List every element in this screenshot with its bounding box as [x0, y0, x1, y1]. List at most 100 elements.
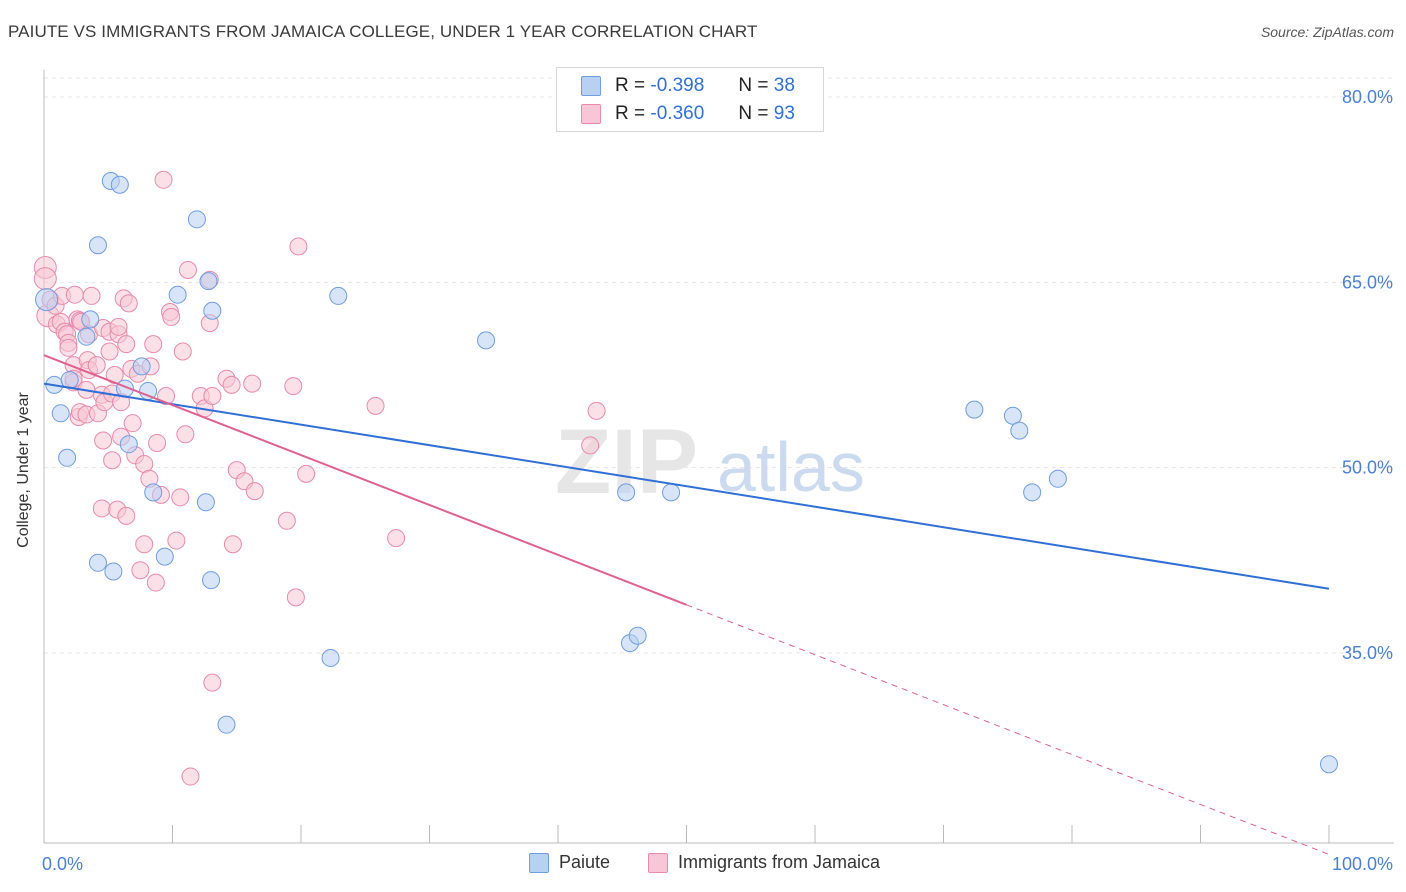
- jamaica-point: [243, 374, 262, 393]
- jamaica-point: [171, 488, 190, 507]
- watermark: ZIP atlas: [555, 411, 865, 513]
- legend-n-value-jamaica: 93: [773, 103, 795, 124]
- jamaica-point: [144, 335, 163, 354]
- jamaica-point: [65, 285, 84, 304]
- x-tick-label-max: 100.0%: [1332, 854, 1393, 874]
- paiute-point: [1048, 469, 1067, 488]
- paiute-point: [203, 301, 222, 320]
- paiute-point: [51, 404, 70, 423]
- y-tick-label: 35.0%: [1342, 643, 1393, 663]
- y-tick-label: 65.0%: [1342, 272, 1393, 292]
- paiute-point: [321, 648, 340, 667]
- axes: [43, 70, 1394, 844]
- bottom-legend-label-jamaica: Immigrants from Jamaica: [678, 852, 881, 872]
- paiute-point: [35, 288, 59, 312]
- jamaica-point: [82, 286, 101, 305]
- jamaica-point: [289, 237, 308, 256]
- jamaica-points: [33, 170, 606, 786]
- paiute-point: [77, 327, 96, 346]
- paiute-point: [617, 483, 636, 502]
- legend-r-label: R =: [615, 75, 646, 96]
- y-tick-label: 80.0%: [1342, 87, 1393, 107]
- jamaica-point: [167, 531, 186, 550]
- jamaica-point: [277, 511, 296, 530]
- x-tick-label-min: 0.0%: [42, 854, 83, 874]
- jamaica-point: [245, 482, 264, 501]
- paiute-point: [81, 310, 100, 329]
- jamaica-point: [587, 401, 606, 420]
- jamaica-point: [117, 335, 136, 354]
- tick-labels: 35.0% 50.0% 65.0% 80.0% 0.0% 100.0%: [42, 87, 1393, 874]
- y-axis-title: College, Under 1 year: [15, 392, 32, 548]
- jamaica-point: [176, 425, 195, 444]
- jamaica-point: [366, 396, 385, 415]
- paiute-point: [58, 448, 77, 467]
- paiute-point: [329, 286, 348, 305]
- jamaica-trend-extension: [686, 604, 1330, 855]
- paiute-point: [477, 331, 496, 350]
- paiute-point: [217, 715, 236, 734]
- legend-r-value-paiute: -0.398: [650, 75, 705, 96]
- legend-n-label: N =: [738, 75, 769, 96]
- bottom-legend-paiute: Paiute: [529, 852, 610, 873]
- jamaica-point: [223, 535, 242, 554]
- paiute-point: [187, 210, 206, 229]
- source-label: Source: ZipAtlas.com: [1260, 24, 1394, 40]
- bottom-legend-label-paiute: Paiute: [559, 852, 611, 872]
- y-tick-label: 50.0%: [1342, 458, 1393, 478]
- jamaica-point: [581, 436, 600, 455]
- legend-box: R = -0.398 N = 38 R = -0.360 N = 93: [556, 67, 824, 132]
- paiute-point: [144, 483, 163, 502]
- jamaica-point: [123, 414, 142, 433]
- paiute-point: [1320, 755, 1338, 774]
- paiute-point: [88, 553, 107, 572]
- legend-row-paiute: R = -0.398 N = 38: [581, 74, 795, 98]
- paiute-point: [202, 571, 221, 590]
- jamaica-point: [154, 170, 173, 189]
- paiute-point: [110, 175, 129, 194]
- jamaica-point: [284, 377, 303, 396]
- paiute-trend-line: [43, 382, 1330, 590]
- jamaica-point: [87, 356, 106, 375]
- jamaica-point: [146, 573, 165, 592]
- paiute-point: [104, 562, 123, 581]
- jamaica-point: [135, 535, 154, 554]
- jamaica-point: [222, 375, 241, 394]
- legend-r-value-jamaica: -0.360: [650, 103, 705, 124]
- jamaica-point: [387, 529, 406, 548]
- paiute-point: [628, 626, 647, 645]
- jamaica-point: [119, 294, 138, 313]
- paiute-point: [119, 435, 138, 454]
- paiute-point: [88, 236, 107, 255]
- jamaica-point: [178, 260, 197, 279]
- jamaica-point: [162, 307, 181, 326]
- jamaica-point: [59, 338, 78, 357]
- jamaica-point: [94, 431, 113, 450]
- paiute-point: [1023, 483, 1042, 502]
- legend-n-label: N =: [738, 103, 769, 124]
- legend-row-jamaica: R = -0.360 N = 93: [581, 102, 795, 126]
- jamaica-point: [117, 506, 136, 525]
- paiute-point: [196, 493, 215, 512]
- jamaica-point: [203, 673, 222, 692]
- paiute-points: [35, 172, 1338, 774]
- paiute-point: [155, 547, 174, 566]
- bottom-legend-swatch-paiute: [529, 852, 549, 873]
- jamaica-point: [297, 464, 316, 483]
- jamaica-point: [33, 267, 57, 291]
- jamaica-point: [286, 588, 305, 607]
- bottom-legend-jamaica: Immigrants from Jamaica: [648, 852, 880, 873]
- jamaica-point: [203, 387, 222, 406]
- jamaica-point: [173, 342, 192, 361]
- legend-n-value-paiute: 38: [773, 75, 795, 96]
- legend-r-label: R =: [615, 103, 646, 124]
- jamaica-point: [92, 499, 111, 518]
- jamaica-point: [103, 451, 122, 470]
- chart-title: PAIUTE VS IMMIGRANTS FROM JAMAICA COLLEG…: [8, 22, 758, 41]
- jamaica-point: [109, 317, 128, 336]
- legend-swatch-jamaica: [581, 104, 601, 124]
- jamaica-point: [131, 561, 150, 580]
- paiute-point: [662, 483, 681, 502]
- bottom-legend-swatch-jamaica: [648, 852, 668, 873]
